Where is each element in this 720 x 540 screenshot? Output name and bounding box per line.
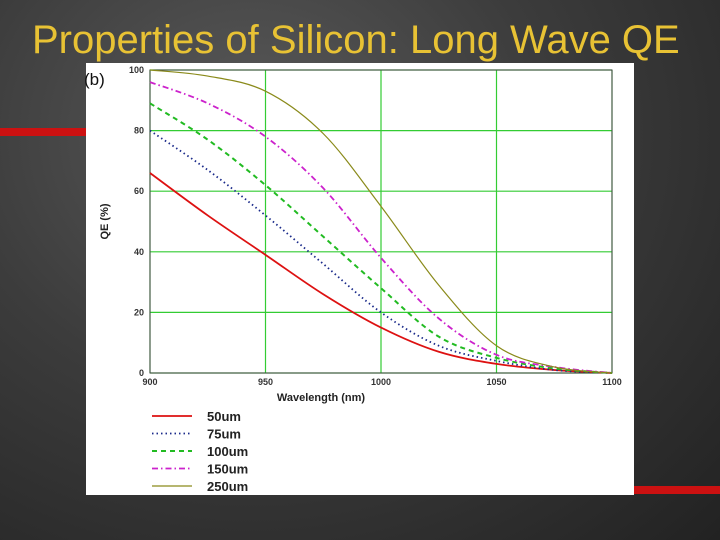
accent-bar (634, 486, 720, 494)
y-tick-label: 60 (134, 186, 144, 196)
series-line-150um (149, 81, 613, 374)
y-axis-label: QE (%) (99, 203, 111, 239)
x-tick-label: 1000 (371, 377, 391, 387)
legend-label-75um: 75um (207, 427, 241, 442)
series-line-100um (149, 102, 613, 374)
x-tick-label: 1100 (602, 377, 622, 387)
chart-figure: 900 950 1000 1050 1100 0 20 40 60 80 100 Wavelength… (86, 63, 634, 495)
slide-title: Properties of Silicon: Long Wave QE (32, 18, 680, 62)
x-tick-label: 1050 (486, 377, 506, 387)
y-tick-label: 40 (134, 247, 144, 257)
x-tick-label: 900 (142, 377, 157, 387)
legend-label-100um: 100um (207, 444, 248, 459)
plot-frame (149, 69, 613, 374)
panel-label: (b) (84, 70, 105, 89)
x-tick-label: 950 (258, 377, 273, 387)
series-line-250um (149, 69, 613, 374)
qe-chart: 900 950 1000 1050 1100 0 20 40 60 80 100 Wavelength… (99, 65, 622, 494)
accent-bar (0, 128, 90, 136)
y-tick-label: 100 (129, 65, 144, 75)
legend-label-250um: 250um (207, 479, 248, 494)
legend-label-50um: 50um (207, 409, 241, 424)
legend-label-150um: 150um (207, 462, 248, 477)
x-axis-label: Wavelength (nm) (277, 392, 366, 404)
y-tick-label: 20 (134, 307, 144, 317)
y-tick-label: 0 (139, 368, 144, 378)
y-tick-label: 80 (134, 126, 144, 136)
series-line-50um (149, 172, 613, 374)
